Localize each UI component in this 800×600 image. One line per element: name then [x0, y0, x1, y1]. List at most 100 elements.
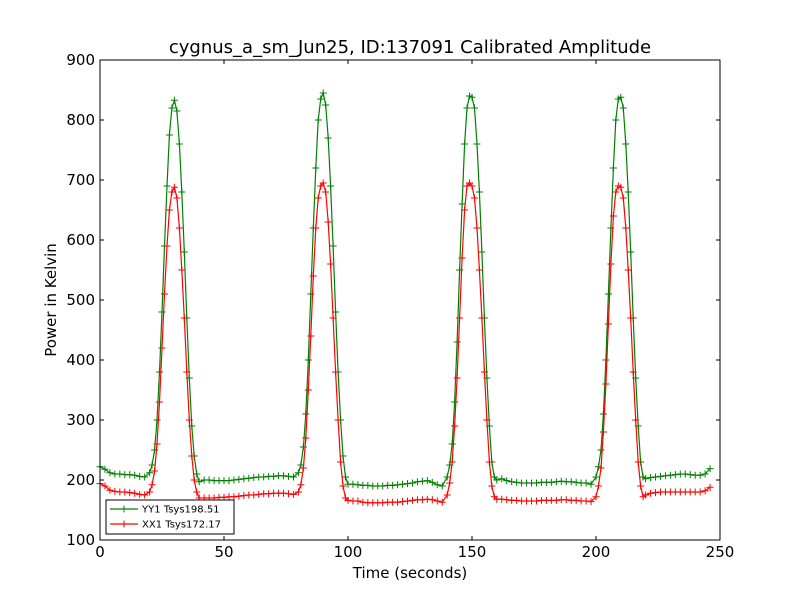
data-point	[106, 486, 114, 494]
data-point	[453, 338, 461, 346]
data-point	[165, 131, 173, 139]
data-point	[423, 495, 431, 503]
y-tick-label: 200	[66, 471, 95, 489]
data-point	[240, 492, 248, 500]
data-point	[168, 188, 176, 196]
data-point	[317, 95, 325, 103]
data-point	[602, 380, 610, 388]
data-point	[607, 260, 615, 268]
legend-marker	[120, 520, 128, 528]
data-point	[329, 242, 337, 250]
data-point	[158, 344, 166, 352]
data-point	[354, 497, 362, 505]
data-point	[297, 481, 305, 489]
data-point	[602, 356, 610, 364]
data-point	[173, 107, 181, 115]
data-point	[567, 478, 575, 486]
data-point	[284, 490, 292, 498]
data-point	[637, 482, 645, 490]
series-1	[96, 179, 714, 507]
data-point	[404, 480, 412, 488]
data-point	[597, 446, 605, 454]
data-point	[136, 490, 144, 498]
data-point	[175, 140, 183, 148]
data-point	[163, 242, 171, 250]
data-point	[399, 498, 407, 506]
data-point	[193, 470, 201, 478]
data-point	[195, 478, 203, 486]
data-point	[359, 498, 367, 506]
data-point	[443, 473, 451, 481]
data-point	[652, 489, 660, 497]
legend-box	[105, 499, 235, 535]
data-point	[309, 272, 317, 280]
x-tick-label: 250	[706, 543, 735, 561]
data-point	[418, 496, 426, 504]
data-point	[485, 458, 493, 466]
data-point	[255, 490, 263, 498]
data-point	[163, 182, 171, 190]
data-point	[319, 89, 327, 97]
data-point	[180, 248, 188, 256]
data-point	[629, 368, 637, 376]
data-point	[314, 194, 322, 202]
data-point	[451, 422, 459, 430]
data-point	[647, 489, 655, 497]
data-point	[604, 290, 612, 298]
data-point	[304, 386, 312, 394]
data-point	[322, 188, 330, 196]
data-point	[312, 224, 320, 232]
data-point	[706, 483, 714, 491]
data-point	[627, 314, 635, 322]
data-point	[250, 474, 258, 482]
data-point	[592, 493, 600, 501]
data-point	[587, 480, 595, 488]
data-point	[270, 472, 278, 480]
data-point	[379, 499, 387, 507]
data-point	[597, 464, 605, 472]
data-point	[245, 474, 253, 482]
data-point	[624, 266, 632, 274]
data-point	[433, 497, 441, 505]
data-point	[294, 469, 302, 477]
data-point	[106, 469, 114, 477]
data-point	[327, 182, 335, 190]
data-point	[594, 482, 602, 490]
data-point	[327, 260, 335, 268]
data-point	[312, 164, 320, 172]
data-point	[617, 183, 625, 191]
data-point	[170, 96, 178, 104]
data-point	[153, 440, 161, 448]
data-point	[503, 496, 511, 504]
data-point	[599, 410, 607, 418]
data-point	[131, 489, 139, 497]
data-point	[329, 314, 337, 322]
data-point	[666, 471, 674, 479]
data-point	[508, 478, 516, 486]
data-point	[180, 314, 188, 322]
y-tick-label: 600	[66, 231, 95, 249]
legend: YY1 Tsys198.51 XX1 Tsys172.17	[105, 499, 235, 535]
plot-area: 0 50 100 150 200 250 100 200 300 400 500 600 700 800 9…	[66, 51, 734, 561]
x-tick-label: 150	[458, 543, 487, 561]
data-point	[404, 497, 412, 505]
data-point	[619, 194, 627, 202]
data-point	[324, 218, 332, 226]
x-tick-label: 0	[95, 543, 105, 561]
data-point	[379, 482, 387, 490]
data-point	[617, 93, 625, 101]
data-point	[175, 224, 183, 232]
data-point	[480, 368, 488, 376]
data-point	[148, 461, 156, 469]
data-point	[294, 488, 302, 496]
data-point	[498, 475, 506, 483]
data-point	[307, 332, 315, 340]
data-point	[461, 140, 469, 148]
data-point	[443, 491, 451, 499]
data-point	[394, 481, 402, 489]
data-point	[260, 473, 268, 481]
data-point	[344, 496, 352, 504]
data-point	[205, 476, 213, 484]
data-point	[121, 488, 129, 496]
